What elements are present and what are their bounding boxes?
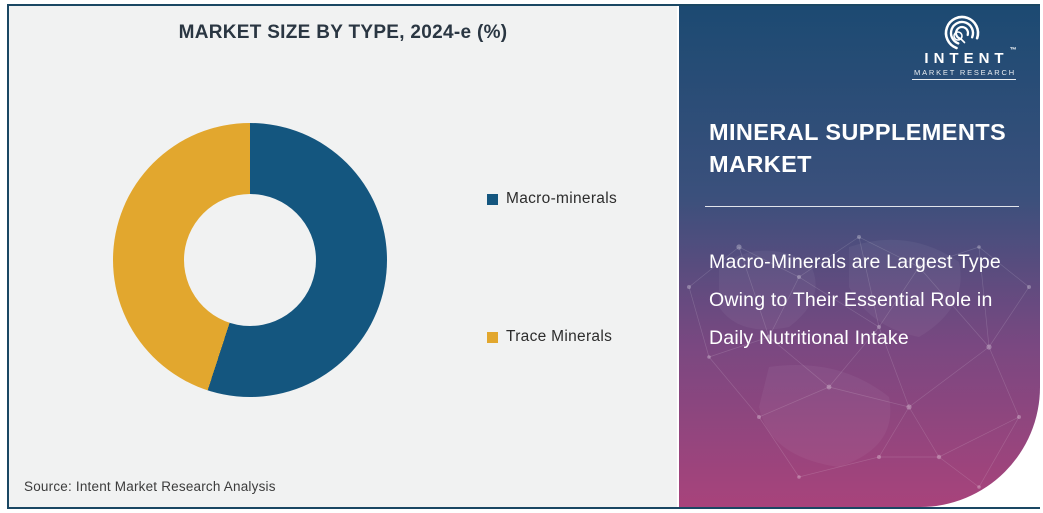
panel-divider [705,206,1019,207]
donut-chart[interactable] [113,123,387,397]
panel-description: Macro-Minerals are Largest Type Owing to… [709,251,1001,350]
logo-subtitle: MARKET RESEARCH [912,68,1016,80]
trademark-symbol: ™ [1009,47,1017,54]
legend-item-trace-minerals[interactable]: Trace Minerals [487,328,612,346]
intent-logo: INTENT ™ MARKET RESEARCH [896,14,1032,80]
donut-hole [184,194,316,326]
infographic-card: MARKET SIZE BY TYPE, 2024-e (%) Macro-mi… [7,4,1040,509]
logo-wordmark: INTENT ™ [924,47,1017,67]
info-panel: INTENT ™ MARKET RESEARCH MINERAL SUPPLEME… [679,6,1040,507]
source-note: Source: Intent Market Research Analysis [24,479,276,494]
legend-label: Trace Minerals [506,328,613,345]
legend-swatch [487,193,498,205]
chart-title: MARKET SIZE BY TYPE, 2024-e (%) [178,22,508,43]
legend-item-macro-minerals[interactable]: Macro-minerals [487,190,617,208]
radar-magnifier-icon [944,15,980,51]
legend-swatch [487,331,498,343]
legend-label: Macro-minerals [506,190,617,207]
panel-title: MINERAL SUPPLEMENTS MARKET [709,119,1007,178]
chart-section: MARKET SIZE BY TYPE, 2024-e (%) Macro-mi… [9,6,677,507]
